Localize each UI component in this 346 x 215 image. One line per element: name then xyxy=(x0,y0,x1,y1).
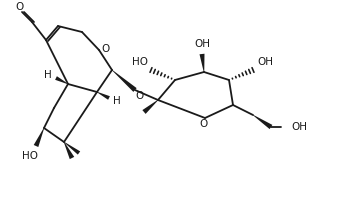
Polygon shape xyxy=(55,76,68,84)
Text: HO: HO xyxy=(132,57,148,67)
Text: HO: HO xyxy=(22,151,38,161)
Polygon shape xyxy=(253,115,272,129)
Text: OH: OH xyxy=(291,122,307,132)
Text: OH: OH xyxy=(257,57,273,67)
Text: H: H xyxy=(44,70,52,80)
Polygon shape xyxy=(142,100,158,114)
Polygon shape xyxy=(97,92,110,100)
Polygon shape xyxy=(34,128,44,147)
Polygon shape xyxy=(64,142,74,159)
Text: H: H xyxy=(113,96,121,106)
Text: O: O xyxy=(102,44,110,54)
Text: O: O xyxy=(15,2,23,12)
Text: O: O xyxy=(136,91,144,101)
Polygon shape xyxy=(64,142,80,155)
Text: OH: OH xyxy=(194,39,210,49)
Polygon shape xyxy=(200,54,204,72)
Text: O: O xyxy=(199,119,207,129)
Polygon shape xyxy=(112,70,137,92)
